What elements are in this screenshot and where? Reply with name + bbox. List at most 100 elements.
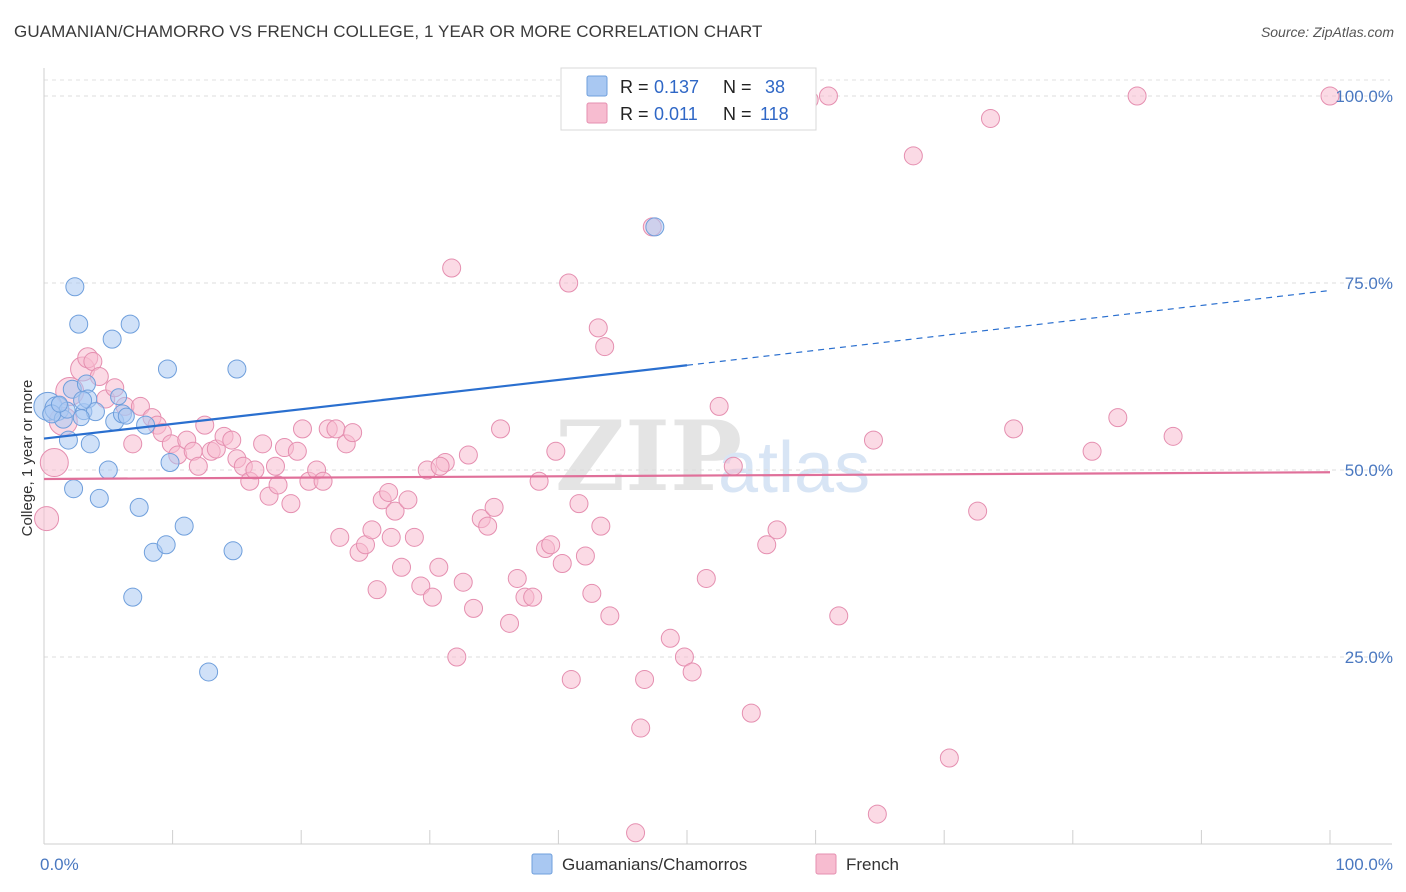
french-trend	[43, 471, 1331, 481]
french-point-46	[362, 520, 382, 540]
french-point-53	[404, 527, 424, 547]
french-point-47	[367, 580, 387, 600]
x-tick-label-0: 0.0%	[40, 855, 79, 874]
french-point-103	[903, 146, 923, 166]
french-point-52	[398, 490, 418, 510]
french-point-75	[546, 441, 566, 461]
guamanian-point-25	[156, 535, 176, 555]
trend-lines	[43, 289, 1331, 481]
guamanian-point-29	[199, 662, 219, 682]
guamanian-point-16	[102, 329, 122, 349]
french-point-93	[696, 568, 716, 588]
french-point-71	[523, 587, 543, 607]
guamanian-point-36	[110, 388, 128, 406]
french-point-86	[626, 823, 646, 843]
x-tick-labels: 0.0% 100.0%	[40, 855, 1393, 874]
legend-n-label-1: N =	[723, 77, 752, 97]
french-point-38	[313, 471, 333, 491]
guamanian-point-20	[120, 314, 140, 334]
french-point-41	[330, 527, 350, 547]
french-point-84	[595, 337, 615, 357]
guamanian-point-28	[174, 516, 194, 536]
french-point-74	[541, 535, 561, 555]
guamanian-point-4	[58, 430, 78, 450]
legend-swatch-french	[586, 102, 608, 124]
french-point-0	[34, 506, 60, 532]
french-point-101	[863, 430, 883, 450]
legend-n-label-2: N =	[723, 104, 752, 124]
guamanian-point-27	[160, 453, 180, 473]
french-point-28	[245, 460, 265, 480]
french-point-116	[381, 527, 401, 547]
french-point-34	[287, 441, 307, 461]
french-point-90	[660, 628, 680, 648]
guamanian-point-21	[123, 587, 143, 607]
french-point-1	[39, 448, 69, 478]
guamanian-point-23	[136, 415, 156, 435]
legend-r-label-1: R =	[620, 77, 649, 97]
correlation-legend: R = 0.137 N = 38 R = 0.011 N = 118	[560, 67, 817, 131]
french-point-79	[569, 494, 589, 514]
french-point-81	[582, 583, 602, 603]
french-point-95	[723, 456, 743, 476]
y-tick-label-3: 100.0%	[1335, 87, 1393, 106]
french-point-77	[559, 273, 579, 293]
guamanian-point-33	[73, 390, 93, 410]
french-point-96	[741, 703, 761, 723]
french-point-54	[411, 576, 431, 596]
french-point-104	[939, 748, 959, 768]
guamanian-point-8	[69, 314, 89, 334]
french-point-114	[188, 456, 208, 476]
french-point-31	[268, 475, 288, 495]
series-legend-label-guamanian: Guamanians/Chamorros	[562, 855, 747, 874]
french-point-82	[588, 318, 608, 338]
legend-r-value-1: 0.137	[654, 77, 699, 97]
guamanian-point-35	[50, 395, 68, 413]
french-point-50	[385, 501, 405, 521]
french-point-94	[709, 396, 729, 416]
french-point-115	[265, 456, 285, 476]
french-point-67	[491, 419, 511, 439]
legend-r-value-2: 0.011	[654, 104, 698, 124]
guamanian-point-37	[72, 409, 90, 427]
guamanian-trend-solid	[43, 364, 688, 440]
guamanian-point-12	[80, 434, 100, 454]
french-point-49	[379, 482, 399, 502]
series-legend-swatch-french	[815, 853, 837, 875]
guamanian-point-19	[117, 407, 135, 425]
guamanian-point-30	[223, 541, 243, 561]
french-point-33	[281, 494, 301, 514]
french-point-97	[757, 535, 777, 555]
french-point-56	[422, 587, 442, 607]
french-point-111	[1163, 426, 1183, 446]
y-axis-label: College, 1 year or more	[19, 380, 36, 537]
guamanian-point-14	[89, 488, 109, 508]
french-point-72	[529, 471, 549, 491]
french-point-66	[484, 497, 504, 517]
legend-swatch-guamanian	[586, 75, 608, 97]
y-tick-label-2: 75.0%	[1345, 274, 1393, 293]
french-point-80	[575, 546, 595, 566]
french-point-107	[1004, 419, 1024, 439]
y-tick-label-0: 25.0%	[1345, 648, 1393, 667]
french-point-61	[453, 572, 473, 592]
watermark-atlas: atlas	[718, 428, 870, 508]
french-point-35	[292, 419, 312, 439]
french-point-100	[829, 606, 849, 626]
french-point-62	[458, 445, 478, 465]
data-points	[33, 86, 1340, 843]
french-point-63	[464, 598, 484, 618]
legend-n-value-1: 38	[765, 77, 785, 97]
french-point-60	[447, 647, 467, 667]
french-point-29	[253, 434, 273, 454]
french-point-87	[631, 718, 651, 738]
y-tick-labels: 25.0% 50.0% 75.0% 100.0%	[1335, 87, 1393, 667]
legend-n-value-2: 118	[760, 104, 789, 124]
guamanian-point-6	[64, 479, 84, 499]
guamanian-point-15	[98, 460, 118, 480]
french-point-12	[130, 396, 150, 416]
french-point-108	[1082, 441, 1102, 461]
french-point-98	[767, 520, 787, 540]
guamanian-point-7	[65, 277, 85, 297]
watermark-zip: ZIP	[555, 400, 742, 513]
